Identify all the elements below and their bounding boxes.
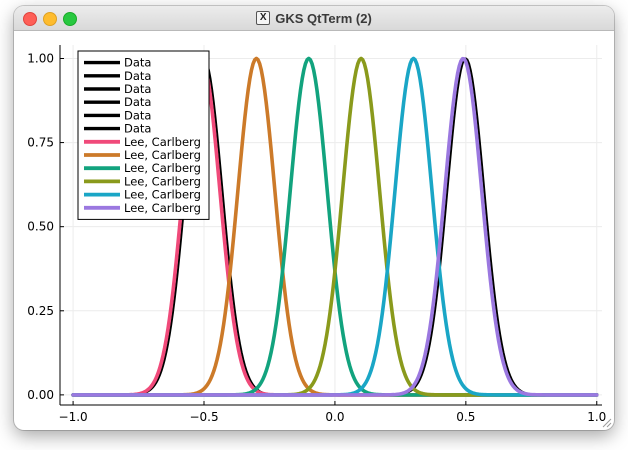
- legend-label: Lee, Carlberg: [124, 174, 201, 188]
- y-tick-label: 0.50: [27, 220, 54, 234]
- legend-label: Data: [124, 95, 151, 109]
- close-button[interactable]: [23, 12, 37, 26]
- window-title: GKS QtTerm (2): [275, 10, 372, 26]
- legend-label: Lee, Carlberg: [124, 148, 201, 162]
- legend-label: Lee, Carlberg: [124, 201, 201, 215]
- x-tick-label: −1.0: [59, 410, 88, 424]
- line-chart: −1.0 −0.5 0.0 0.5 1.0 0.00 0.25 0.50 0.75 1.00 Da…: [27, 45, 606, 424]
- x-tick-label: 0.5: [456, 410, 475, 424]
- legend-label: Lee, Carlberg: [124, 135, 201, 149]
- legend-label: Data: [124, 82, 151, 96]
- y-tick-label: 0.00: [27, 388, 54, 402]
- legend-label: Data: [124, 69, 151, 83]
- plot-window: X GKS QtTerm (2) −1.0 −0.5 0.0 0.5 1.0 0.00 0.…: [14, 6, 614, 430]
- legend-label: Data: [124, 122, 151, 136]
- title-bar[interactable]: X GKS QtTerm (2): [14, 6, 614, 31]
- maximize-button[interactable]: [63, 12, 77, 26]
- x-tick-label: 0.0: [325, 410, 344, 424]
- legend-box: [77, 50, 210, 220]
- series-group: [71, 56, 599, 397]
- legend-label: Lee, Carlberg: [124, 161, 201, 175]
- resize-grip-icon[interactable]: [600, 416, 612, 428]
- legend-label: Lee, Carlberg: [124, 188, 201, 202]
- y-tick-label: 0.75: [27, 136, 54, 150]
- legend-label: Data: [124, 108, 151, 122]
- x11-icon: X: [256, 11, 271, 25]
- window-title-area: X GKS QtTerm (2): [14, 6, 614, 30]
- x-tick-label: 1.0: [587, 410, 606, 424]
- minimize-button[interactable]: [43, 12, 57, 26]
- y-tick-label: 0.25: [27, 304, 54, 318]
- x-tick-label: −0.5: [189, 410, 218, 424]
- axes: −1.0 −0.5 0.0 0.5 1.0 0.00 0.25 0.50 0.75 1.00: [27, 45, 606, 424]
- y-tick-label: 1.00: [27, 51, 54, 65]
- model-series-line: [71, 56, 599, 397]
- legend-label: Data: [124, 56, 151, 70]
